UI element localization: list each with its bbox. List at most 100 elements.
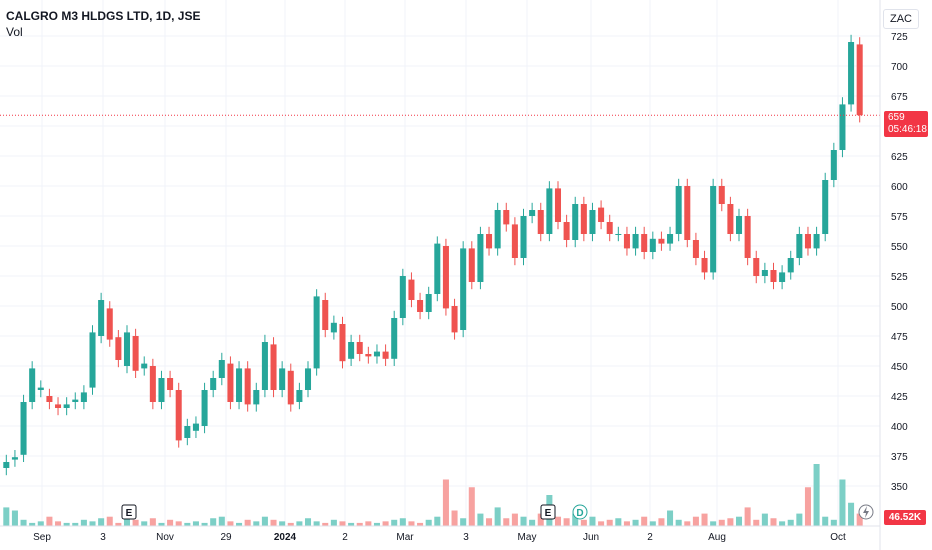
volume-legend[interactable]: Vol <box>6 25 23 39</box>
time-tick-label: 2024 <box>274 532 297 543</box>
volume-bar <box>253 521 260 526</box>
candle-body <box>287 370 294 405</box>
volume-bar <box>192 521 199 526</box>
dividend-marker[interactable] <box>572 504 588 520</box>
candle-body <box>184 426 191 438</box>
volume-bar <box>615 518 622 526</box>
candle-body <box>46 396 53 402</box>
price-tick-label: 550 <box>891 242 908 253</box>
volume-bar <box>503 518 510 526</box>
candle-body <box>132 336 139 371</box>
volume-bar <box>313 521 320 526</box>
price-tick-label: 375 <box>891 452 908 463</box>
price-tick-label: 600 <box>891 182 908 193</box>
volume-bar <box>623 521 630 526</box>
volume-bar <box>339 521 346 526</box>
volume-bar <box>580 519 587 526</box>
candle-body <box>115 337 122 360</box>
candle-body <box>822 180 829 234</box>
candle-body <box>434 243 441 294</box>
candle-body <box>373 351 380 357</box>
volume-bar <box>494 507 501 526</box>
candle-body <box>201 390 208 426</box>
candle-body <box>787 258 794 273</box>
volume-bar <box>3 507 10 526</box>
candle-body <box>692 240 699 258</box>
candle-body <box>658 238 665 244</box>
candle-body <box>606 222 613 234</box>
candle-body <box>460 248 467 330</box>
candle-body <box>11 457 18 460</box>
candle-body <box>20 402 27 455</box>
symbol-title[interactable]: CALGRO M3 HLDGS LTD, 1D, JSE <box>6 9 201 23</box>
candle-body <box>417 300 424 312</box>
volume-bar <box>365 521 372 526</box>
candle-body <box>192 423 199 431</box>
volume-bar <box>201 522 208 526</box>
earnings-marker-label: E <box>126 508 133 519</box>
candle-body <box>399 276 406 318</box>
volume-bar <box>261 516 268 526</box>
candle-body <box>537 210 544 234</box>
volume-bar <box>227 521 234 526</box>
candle-body <box>123 332 131 366</box>
earnings-marker[interactable] <box>540 504 556 520</box>
candle-body <box>339 324 346 362</box>
volume-bar <box>451 510 458 526</box>
candle-body <box>598 207 605 222</box>
volume-bar <box>632 519 639 526</box>
volume-bar <box>106 516 113 526</box>
candle-body <box>227 363 234 402</box>
candle-body <box>520 216 527 258</box>
volume-bar <box>796 513 803 526</box>
volume-bar <box>572 513 579 526</box>
volume-bar <box>287 522 294 526</box>
currency-label[interactable]: ZAC <box>883 9 919 29</box>
volume-bar <box>529 519 536 526</box>
candle-body <box>80 392 87 402</box>
bar-countdown: 05:46:18 <box>888 124 927 135</box>
volume-bar <box>770 518 777 526</box>
volume-bar <box>787 519 794 526</box>
candle-body <box>753 258 760 276</box>
volume-bar <box>761 513 768 526</box>
volume-bar <box>98 518 105 526</box>
volume-bar <box>322 522 329 526</box>
candle-body <box>236 368 243 402</box>
last-price-value: 659 <box>888 112 905 123</box>
earnings-marker[interactable] <box>121 504 137 520</box>
volume-bar <box>563 518 570 526</box>
volume-bar <box>692 516 699 526</box>
volume-bar <box>382 521 389 526</box>
candle-body <box>848 42 855 105</box>
candle-body <box>675 186 682 234</box>
candle-body <box>210 378 217 390</box>
volume-bar <box>348 522 355 526</box>
candle-body <box>175 390 182 441</box>
earnings-marker-label: E <box>545 508 552 519</box>
volume-bar <box>744 507 751 526</box>
price-tick-label: 475 <box>891 332 908 343</box>
volume-bar <box>175 521 182 526</box>
candle-body <box>701 258 708 273</box>
volume-bar <box>29 522 36 526</box>
volume-bar <box>167 519 174 526</box>
price-tick-label: 525 <box>891 272 908 283</box>
volume-bar <box>408 521 415 526</box>
candle-body <box>589 210 596 234</box>
volume-bar <box>46 516 53 526</box>
candle-body <box>451 306 458 333</box>
candle-body <box>761 270 768 276</box>
volume-bar <box>304 518 312 526</box>
candle-body <box>425 294 432 312</box>
candle-body <box>322 300 329 330</box>
candle-body <box>572 204 579 240</box>
price-tick-label: 350 <box>891 482 908 493</box>
price-tick-label: 625 <box>891 152 908 163</box>
candle-body <box>253 390 260 405</box>
candle-body <box>279 368 286 390</box>
candle-body <box>106 308 113 340</box>
volume-bar <box>141 521 148 526</box>
volume-bar <box>727 518 734 526</box>
